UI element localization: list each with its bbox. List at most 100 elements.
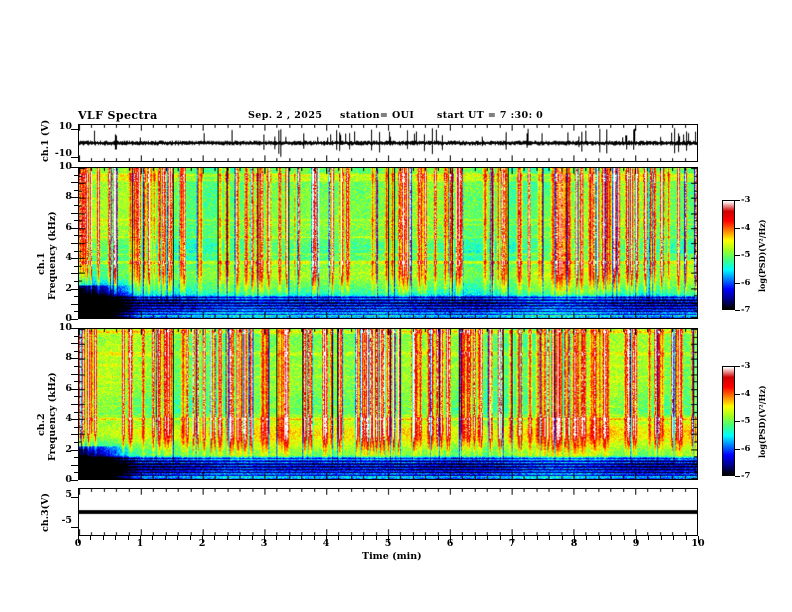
- colorbar-ch2-label: log(PSD)(V²/Hz): [757, 385, 767, 458]
- y-axis-tick-mark: [71, 497, 78, 498]
- header-station: station= OUI: [340, 110, 415, 121]
- colorbar-tick-mark: [735, 449, 740, 450]
- x-axis-title: Time (min): [362, 551, 422, 562]
- x-axis-tick-mark: [314, 536, 315, 540]
- y-axis-tick-mark: [71, 197, 78, 198]
- x-axis-tick-mark: [276, 536, 277, 540]
- y-axis-tick-mark: [74, 281, 78, 282]
- x-axis-tick-label: 8: [570, 538, 578, 549]
- colorbar-tick-label: -5: [741, 416, 751, 426]
- y-axis-tick-mark: [71, 404, 78, 405]
- x-axis-tick-mark: [524, 536, 525, 540]
- colorbar-tick-mark: [735, 255, 740, 256]
- colorbar-tick-label: -6: [741, 277, 751, 288]
- y-axis-tick-label: 4: [65, 252, 72, 264]
- panel-ch3-waveform: [78, 488, 698, 536]
- y-axis-tick-mark: [71, 319, 78, 320]
- y-axis-tick-mark: [74, 472, 78, 473]
- y-axis-tick-mark: [74, 412, 78, 413]
- header-start-ut: start UT = 7 :30: 0: [437, 110, 544, 121]
- y-axis-tick-mark: [71, 374, 78, 375]
- x-axis-tick-mark: [214, 536, 215, 540]
- y-axis-tick-mark: [74, 205, 78, 206]
- y-axis-tick-mark: [71, 213, 78, 214]
- y-axis-tick-label: 0: [65, 474, 72, 485]
- ch2-spec-axis-label-top: ch.2: [36, 413, 47, 436]
- x-axis-tick-label: 9: [632, 538, 640, 549]
- y-axis-tick-mark: [71, 243, 78, 244]
- x-axis-tick-mark: [624, 536, 625, 540]
- x-axis-tick-mark: [202, 536, 203, 543]
- x-axis-tick-mark: [413, 536, 414, 540]
- x-axis-tick-mark: [264, 536, 265, 543]
- x-axis-tick-mark: [549, 536, 550, 540]
- x-axis-tick-mark: [227, 536, 228, 540]
- y-axis-tick-mark: [71, 389, 78, 390]
- y-axis-tick-mark: [74, 381, 78, 382]
- colorbar-ch1: [722, 200, 735, 310]
- colorbar-tick-label: -4: [741, 388, 751, 399]
- ch1-wave-ytick-top: 10: [58, 121, 72, 132]
- x-axis-tick-mark: [165, 536, 166, 540]
- x-axis-tick-mark: [326, 536, 327, 543]
- x-axis-tick-mark: [152, 536, 153, 540]
- colorbar-tick-label: -7: [741, 305, 751, 315]
- y-axis-tick-label: 8: [65, 191, 72, 203]
- x-axis-tick-mark: [537, 536, 538, 540]
- colorbar-tick-mark: [735, 366, 740, 367]
- x-axis-tick-label: 1: [136, 538, 144, 549]
- y-axis-tick-mark: [74, 336, 78, 337]
- y-axis-tick-mark: [74, 442, 78, 443]
- y-axis-tick-mark: [74, 175, 78, 176]
- x-axis-tick-mark: [475, 536, 476, 540]
- x-axis-tick-mark: [338, 536, 339, 540]
- y-axis-tick-label: 6: [65, 382, 72, 394]
- y-axis-tick-mark: [71, 289, 78, 290]
- y-axis-tick-mark: [71, 228, 78, 229]
- y-axis-tick-label: 8: [65, 352, 72, 364]
- x-axis-tick-mark: [115, 536, 116, 540]
- colorbar-ch2: [722, 366, 735, 476]
- x-axis-tick-mark: [90, 536, 91, 540]
- x-axis-tick-mark: [252, 536, 253, 540]
- x-axis-tick-mark: [289, 536, 290, 540]
- x-axis-tick-mark: [487, 536, 488, 540]
- colorbar-tick-mark: [735, 228, 740, 229]
- ch3-wave-ytick-top: 5: [65, 489, 72, 500]
- x-axis-tick-mark: [661, 536, 662, 540]
- panel-ch1-waveform: [78, 124, 698, 162]
- header-date: Sep. 2 , 2025: [248, 110, 323, 121]
- y-axis-tick-mark: [71, 167, 78, 168]
- x-axis-tick-mark: [128, 536, 129, 540]
- y-axis-tick-mark: [74, 220, 78, 221]
- y-axis-tick-mark: [74, 266, 78, 267]
- x-axis-tick-label: 5: [384, 538, 392, 549]
- x-axis-tick-mark: [78, 536, 79, 543]
- x-axis-tick-mark: [599, 536, 600, 540]
- y-axis-tick-mark: [74, 457, 78, 458]
- x-axis-tick-mark: [512, 536, 513, 543]
- x-axis-tick-label: 4: [322, 538, 330, 549]
- y-axis-tick-mark: [71, 480, 78, 481]
- x-axis-tick-mark: [450, 536, 451, 543]
- colorbar-tick-label: -4: [741, 222, 751, 233]
- x-axis-tick-label: 0: [74, 538, 82, 549]
- y-axis-tick-mark: [74, 190, 78, 191]
- y-axis-tick-mark: [74, 296, 78, 297]
- y-axis-tick-mark: [74, 427, 78, 428]
- x-axis-tick-mark: [103, 536, 104, 540]
- ch1-spec-axis-label-top: ch.1: [36, 252, 47, 275]
- x-axis-tick-mark: [376, 536, 377, 540]
- y-axis-tick-label: 0: [65, 313, 72, 324]
- y-axis-tick-label: 10: [58, 322, 72, 333]
- y-axis-tick-mark: [71, 258, 78, 259]
- x-axis-tick-mark: [239, 536, 240, 540]
- x-axis-tick-mark: [648, 536, 649, 540]
- y-axis-tick-mark: [71, 450, 78, 451]
- colorbar-tick-label: -6: [741, 443, 751, 454]
- y-axis-tick-label: 10: [58, 161, 72, 172]
- x-axis-tick-mark: [425, 536, 426, 540]
- colorbar-tick-label: -3: [741, 195, 751, 205]
- ch3-wave-ytick-bottom: -5: [61, 515, 72, 526]
